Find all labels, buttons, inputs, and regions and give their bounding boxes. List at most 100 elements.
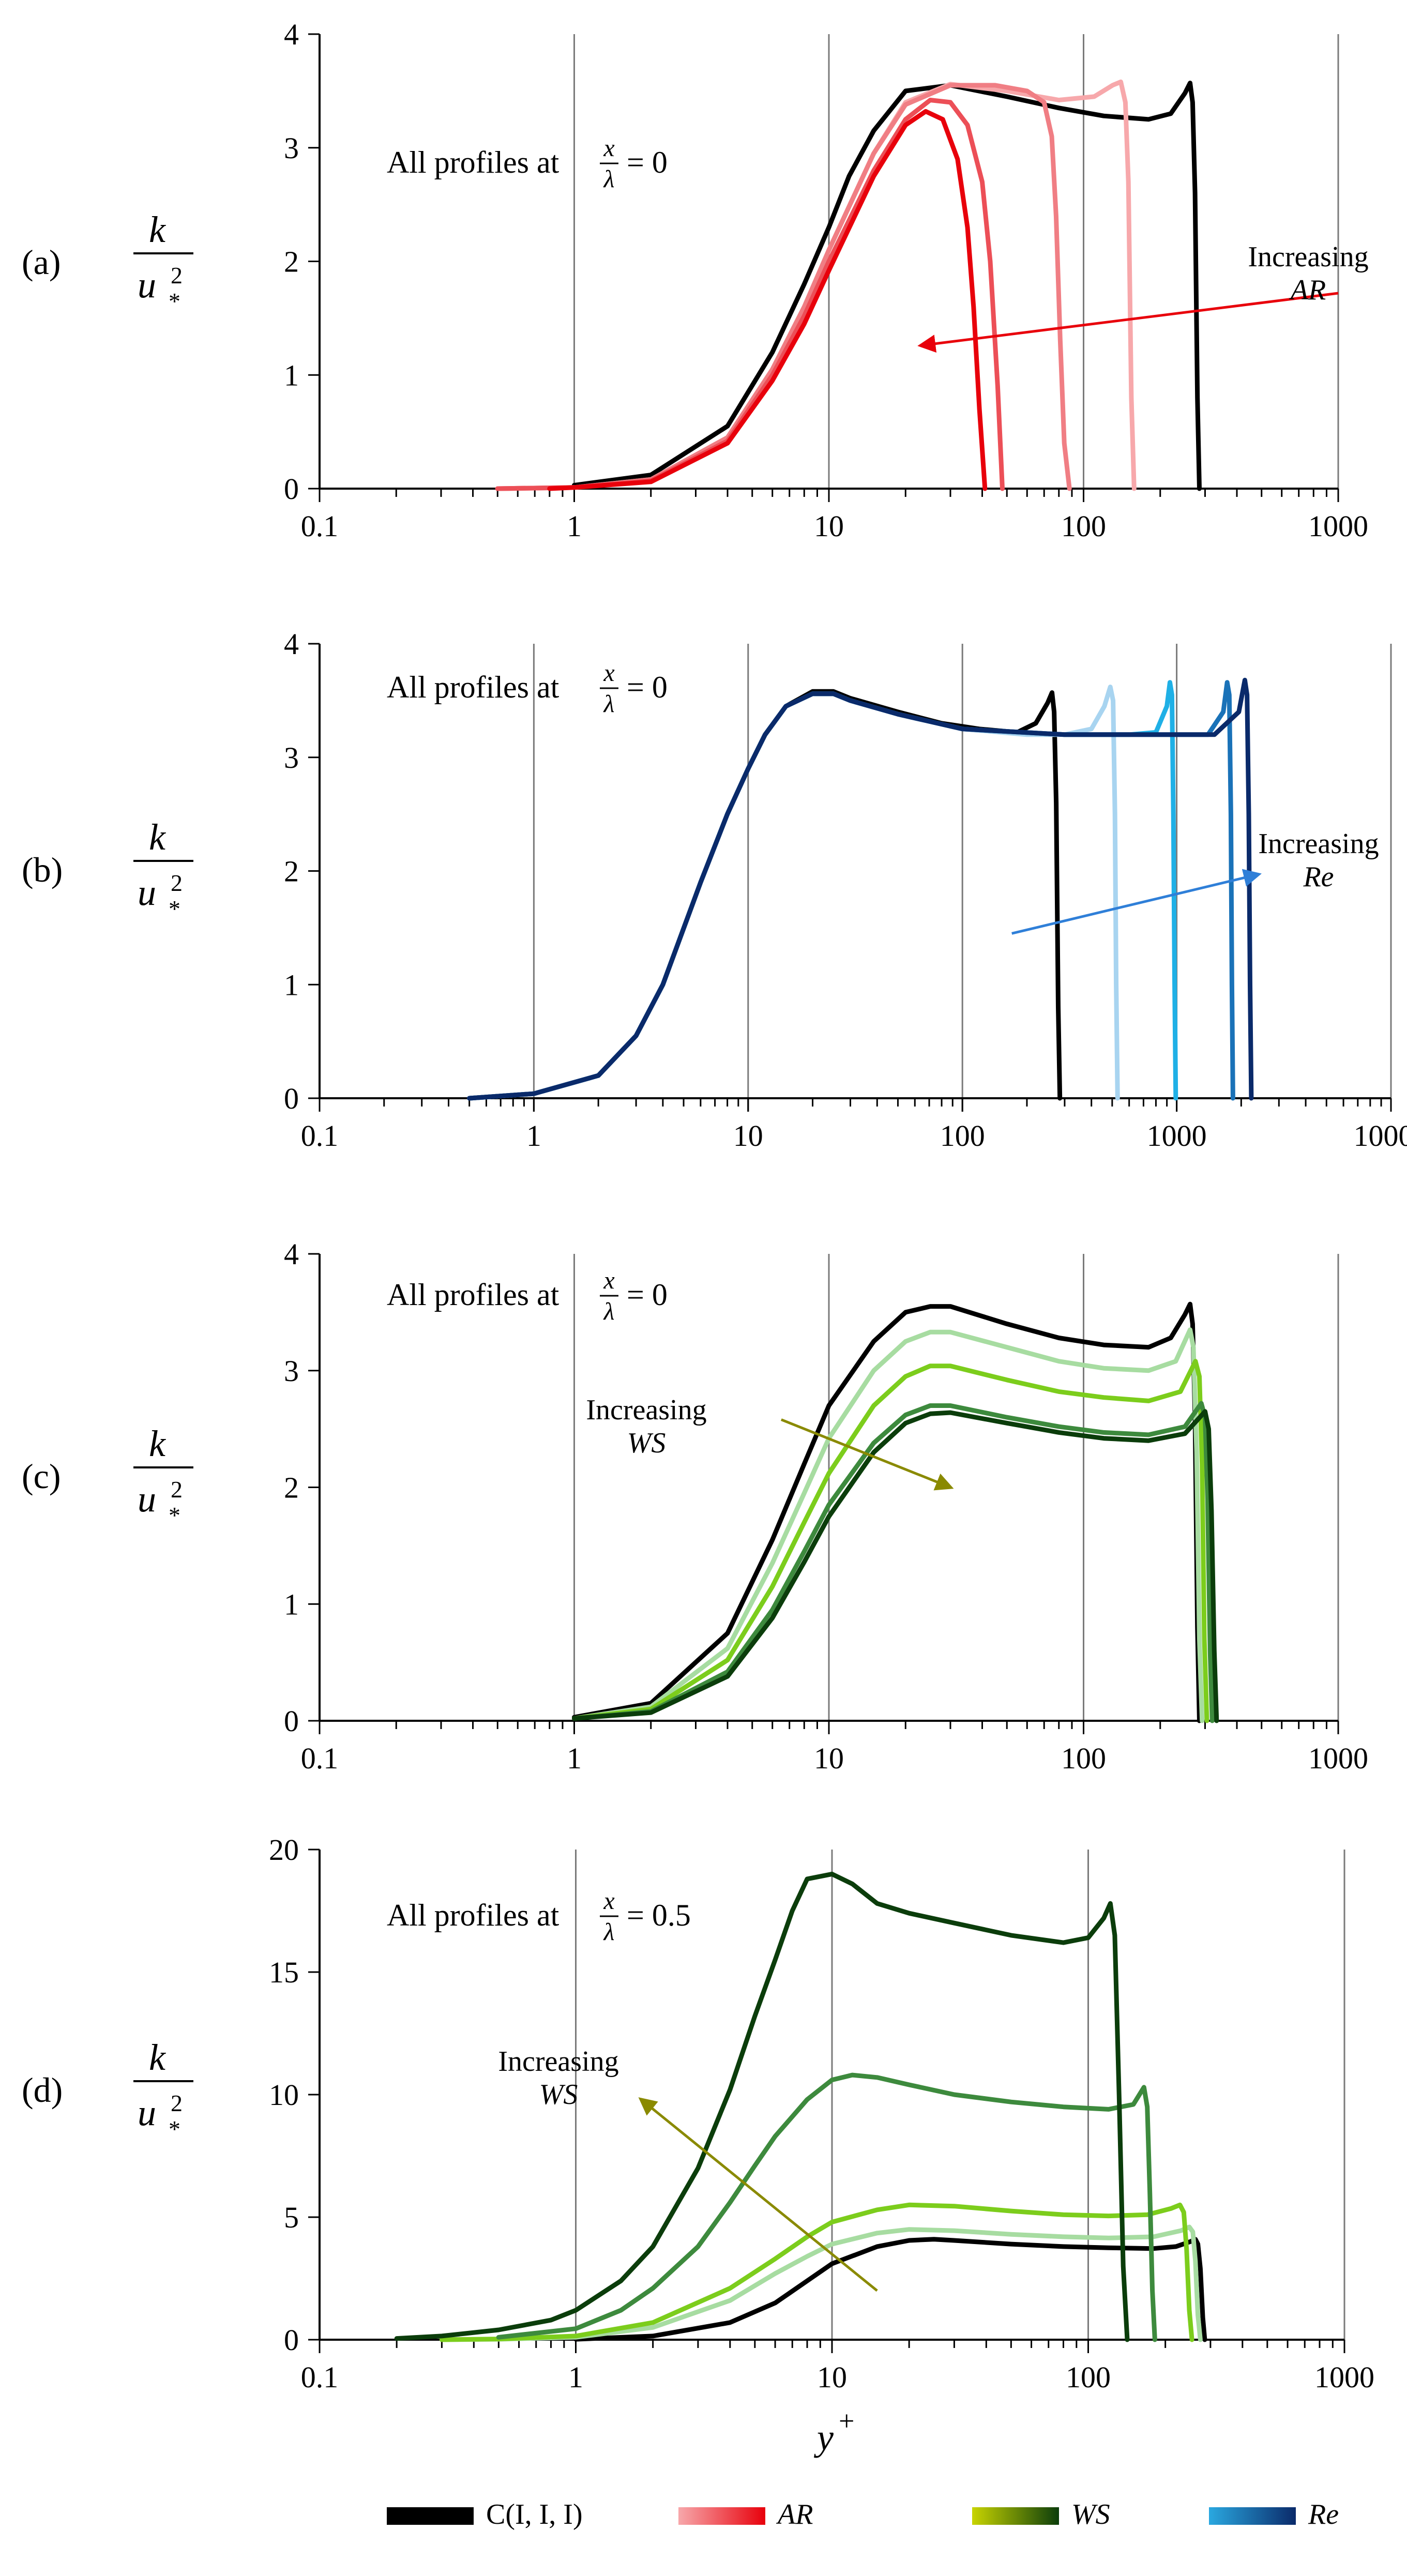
y-axis-label-denominator-sub: * [169, 2116, 180, 2142]
y-axis-label-denominator-sup: 2 [171, 1476, 183, 1503]
annotation-fraction-denominator: λ [603, 690, 615, 718]
y-axis-label: k u 2 * [133, 2037, 193, 2142]
series-line-ws-2 [572, 1359, 1209, 1723]
x-tick-label: 1 [526, 1119, 541, 1153]
x-tick-label: 10 [814, 509, 844, 543]
y-tick-label: 4 [284, 18, 299, 51]
arrow-label-variable: WS [627, 1427, 666, 1459]
trend-arrow [917, 292, 1339, 353]
y-axis-label-numerator: k [149, 816, 167, 858]
legend: C(I, I, I) AR WS Re [387, 2498, 1339, 2530]
y-axis-label-numerator: k [149, 209, 167, 250]
series-line-c-i-i-i [572, 1301, 1202, 1723]
y-axis-label-denominator-sub: * [169, 896, 180, 922]
y-tick-label: 0 [284, 1704, 299, 1738]
y-axis-label: k u 2 * [133, 209, 193, 314]
y-tick-label: 1 [284, 358, 299, 392]
legend-swatch [972, 2507, 1059, 2525]
x-tick-label: 0.1 [301, 509, 339, 543]
annotation-fraction-denominator: λ [603, 165, 615, 193]
x-tick-label: 1 [567, 1741, 582, 1775]
y-axis-label-numerator: k [149, 2037, 167, 2078]
legend-label: AR [776, 2498, 813, 2530]
x-tick-label: 0.1 [301, 1741, 339, 1775]
arrow-label: Increasing [1258, 828, 1379, 860]
series-line-re-1 [467, 685, 1120, 1101]
x-tick-label: 0.1 [301, 1119, 339, 1153]
annotation-prefix: All profiles at [387, 145, 559, 179]
y-axis-label-denominator-sup: 2 [171, 262, 183, 289]
x-axis-label: y + [813, 2405, 854, 2458]
series-line-ws-2 [439, 2202, 1194, 2342]
profile-annotation: All profiles at xλ = 0 [387, 659, 668, 718]
arrow-label: Increasing [1248, 241, 1368, 273]
profile-annotation: All profiles at xλ = 0.5 [387, 1887, 691, 1946]
series-line-ar-2 [495, 83, 1072, 491]
y-axis-label-denominator-sup: 2 [171, 870, 183, 896]
legend-label: WS [1071, 2498, 1110, 2530]
x-tick-label: 10 [817, 2360, 847, 2394]
annotation-suffix: = 0 [627, 670, 668, 704]
y-axis-label-denominator-sub: * [169, 1502, 180, 1528]
annotation-suffix: = 0 [627, 145, 668, 179]
x-tick-label: 100 [1061, 1741, 1106, 1775]
annotation-fraction-denominator: λ [603, 1298, 615, 1325]
x-tick-label: 1 [568, 2360, 583, 2394]
trend-arrow [780, 1418, 954, 1491]
arrow-label-variable: Re [1303, 861, 1334, 893]
y-tick-label: 0 [284, 2323, 299, 2357]
panel-label: (d) [22, 2070, 63, 2110]
series-line-c-i-i-i [572, 81, 1202, 491]
series-line-ar-4 [547, 109, 988, 491]
y-tick-label: 15 [269, 1956, 299, 1989]
y-tick-label: 4 [284, 627, 299, 661]
trend-arrow [638, 2097, 878, 2292]
x-tick-label: 100 [940, 1119, 985, 1153]
y-tick-label: 1 [284, 968, 299, 1002]
x-tick-label: 10 [733, 1119, 763, 1153]
y-axis-label: k u 2 * [133, 1423, 193, 1528]
y-axis-label: k u 2 * [133, 816, 193, 922]
panel-label: (a) [22, 243, 60, 282]
y-axis-label-denominator: u [138, 264, 156, 306]
series-line-ws-3 [496, 2072, 1157, 2342]
arrow-label-variable: AR [1289, 274, 1326, 306]
x-tick-label: 1000 [1314, 2360, 1374, 2394]
x-tick-label: 10 [814, 1741, 844, 1775]
series-line-ws-1 [572, 1327, 1205, 1723]
y-tick-label: 0 [284, 1082, 299, 1115]
y-tick-label: 3 [284, 131, 299, 165]
y-tick-label: 3 [284, 1354, 299, 1388]
x-tick-label: 1000 [1308, 1741, 1368, 1775]
annotation-suffix: = 0.5 [627, 1898, 691, 1932]
x-tick-label: 1000 [1308, 509, 1368, 543]
y-tick-label: 1 [284, 1587, 299, 1621]
y-tick-label: 2 [284, 1471, 299, 1505]
y-axis-label-denominator-sup: 2 [171, 2090, 183, 2116]
trend-arrow [1011, 869, 1262, 935]
y-tick-label: 4 [284, 1237, 299, 1271]
annotation-fraction-denominator: λ [603, 1918, 615, 1946]
x-tick-label: 1000 [1147, 1119, 1207, 1153]
y-axis-label-numerator: k [149, 1423, 167, 1464]
annotation-fraction-numerator: x [603, 1267, 614, 1294]
x-tick-label: 100 [1066, 2360, 1111, 2394]
profile-annotation: All profiles at xλ = 0 [387, 1267, 668, 1325]
series-line-ws-4 [394, 1871, 1130, 2342]
x-axis-label-sup: + [839, 2405, 854, 2436]
panel-a: (a) k u 2 * 0 1 2 3 4 0.1 1 10 100 1000 All profil… [22, 18, 1369, 543]
y-tick-label: 3 [284, 741, 299, 775]
panel-c: (c) k u 2 * 0 1 2 3 4 0.1 1 10 100 1000 All profil… [22, 1237, 1368, 1775]
y-tick-label: 10 [269, 2078, 299, 2112]
arrow-label: Increasing [498, 2045, 618, 2078]
profile-annotation: All profiles at xλ = 0 [387, 134, 668, 193]
y-tick-label: 2 [284, 245, 299, 279]
x-tick-label: 0.1 [301, 2360, 339, 2394]
y-axis-label-denominator: u [138, 872, 156, 913]
series-line-re-2 [467, 680, 1178, 1101]
annotation-prefix: All profiles at [387, 1898, 559, 1932]
y-axis-label-denominator: u [138, 2092, 156, 2133]
annotation-fraction-numerator: x [603, 659, 614, 687]
legend-label: C(I, I, I) [486, 2498, 583, 2530]
